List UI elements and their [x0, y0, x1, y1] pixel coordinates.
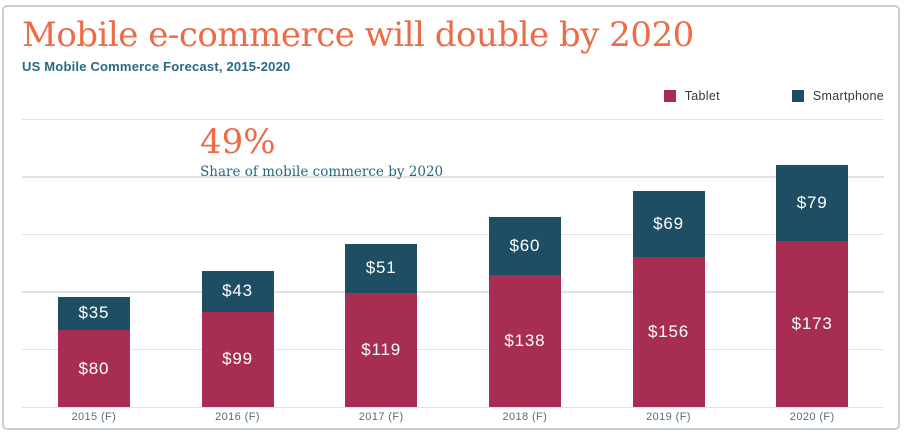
bar-segment-smartphone: $51 — [345, 243, 418, 293]
bar-value-label: $138 — [504, 330, 546, 350]
gridline — [22, 348, 884, 351]
page-title: Mobile e-commerce will double by 2020 — [22, 15, 694, 55]
bar-column: $43 $99 — [166, 119, 310, 407]
stacked-bar: $51 $119 — [345, 243, 418, 407]
bar-segment-tablet: $80 — [57, 330, 130, 407]
stacked-bar: $79 $173 — [776, 165, 849, 407]
gridline — [22, 291, 884, 293]
x-axis-label: 2019 (F) — [646, 411, 691, 423]
chart-card: Mobile e-commerce will double by 2020 US… — [2, 5, 900, 430]
bar-value-label: $35 — [78, 303, 110, 323]
bar-column: $69 $156 — [597, 119, 741, 407]
bar-segment-smartphone: $69 — [632, 191, 705, 258]
bar-value-label: $69 — [653, 214, 684, 234]
legend-label-tablet: Tablet — [684, 89, 720, 103]
x-axis-label: 2015 (F) — [71, 411, 117, 423]
bar-column: $51 $119 — [309, 119, 453, 407]
bar-value-label: $80 — [78, 358, 110, 378]
smartphone-swatch-icon — [791, 90, 804, 102]
chart-plot-area: 49% Share of mobile commerce by 2020 $35… — [22, 118, 884, 408]
bar-segment-tablet: $156 — [632, 257, 705, 407]
stacked-bar: $69 $156 — [632, 191, 705, 407]
bar-segment-smartphone: $35 — [57, 296, 130, 331]
stacked-bar: $43 $99 — [201, 270, 274, 407]
tablet-swatch-icon — [663, 90, 676, 102]
x-axis-labels: 2015 (F) 2016 (F) 2017 (F) 2018 (F) 2019 (F)… — [22, 411, 884, 423]
gridline — [22, 406, 884, 408]
bar-segment-tablet: $99 — [201, 311, 274, 407]
annotation-value: 49% — [200, 122, 276, 162]
bar-segment-smartphone: $60 — [488, 216, 561, 275]
bar-column: $60 $138 — [453, 119, 597, 407]
legend-label-smartphone: Smartphone — [812, 89, 884, 103]
gridline — [22, 233, 884, 236]
bar-segment-smartphone: $43 — [201, 270, 274, 312]
annotation: 49% Share of mobile commerce by 2020 — [200, 122, 444, 180]
legend-item-tablet: Tablet — [663, 89, 720, 103]
bar-segment-tablet: $119 — [345, 292, 418, 407]
gridline — [22, 118, 884, 120]
bar-value-label: $119 — [361, 339, 402, 359]
x-axis-label: 2016 (F) — [215, 411, 260, 423]
chart-subtitle: US Mobile Commerce Forecast, 2015-2020 — [22, 59, 291, 74]
stacked-bar: $60 $138 — [488, 216, 561, 407]
bar-value-label: $79 — [796, 193, 828, 212]
x-axis-label: 2020 (F) — [789, 411, 835, 423]
x-axis-label: 2017 (F) — [358, 411, 404, 423]
bar-column: $35 $80 — [22, 119, 166, 407]
bar-value-label: $51 — [365, 258, 397, 278]
bar-value-label: $99 — [222, 349, 253, 369]
bar-column: $79 $173 — [740, 119, 884, 407]
x-axis-label: 2018 (F) — [502, 411, 548, 423]
bar-value-label: $43 — [222, 281, 253, 301]
legend: Tablet Smartphone — [663, 89, 884, 103]
bar-columns: $35 $80 $43 $99 $51 $119 $60 $138 $69 $156 $79 $173 — [22, 119, 884, 407]
bar-value-label: $156 — [648, 322, 690, 342]
bar-value-label: $173 — [791, 313, 833, 333]
bar-segment-tablet: $173 — [776, 240, 849, 407]
stacked-bar: $35 $80 — [57, 296, 130, 407]
bar-segment-tablet: $138 — [488, 274, 561, 407]
annotation-caption: Share of mobile commerce by 2020 — [200, 163, 444, 180]
bar-value-label: $60 — [509, 235, 541, 255]
legend-item-smartphone: Smartphone — [791, 89, 884, 103]
gridline — [22, 176, 884, 178]
bar-segment-smartphone: $79 — [776, 165, 849, 241]
